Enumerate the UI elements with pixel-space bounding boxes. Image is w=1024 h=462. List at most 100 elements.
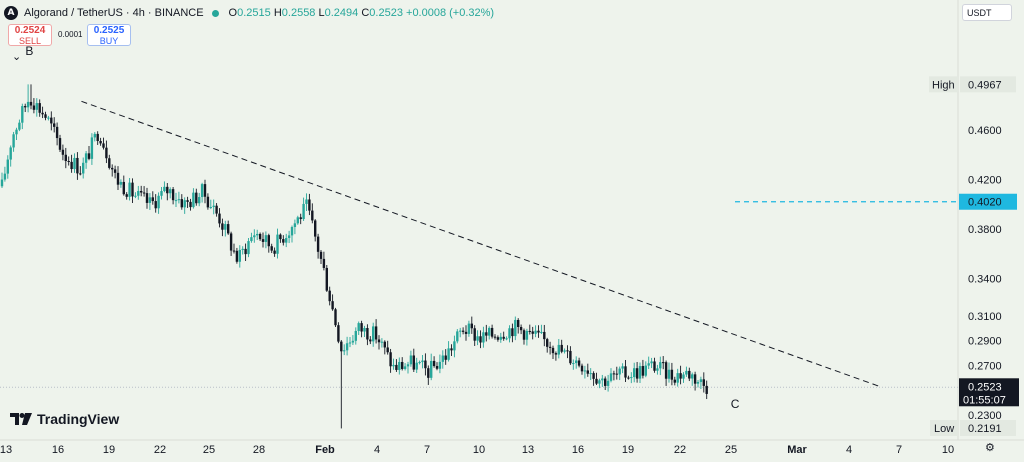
- candle-up: [293, 223, 297, 227]
- candle-down: [615, 373, 618, 375]
- candle-down: [38, 103, 41, 113]
- candle-down: [87, 153, 91, 159]
- candle-up: [644, 365, 647, 376]
- candle-up: [415, 362, 418, 370]
- candle-up: [128, 182, 131, 197]
- candle-down: [479, 336, 482, 343]
- candle-down: [140, 190, 143, 193]
- candle-down: [662, 362, 665, 364]
- candle-up: [606, 380, 610, 386]
- y-tick-label: 0.2700: [968, 360, 1002, 372]
- candle-down: [337, 325, 340, 342]
- x-tick-label: 13: [522, 444, 534, 456]
- candle-down: [519, 326, 523, 331]
- settings-gear-icon[interactable]: ⚙: [985, 441, 995, 454]
- candle-up: [241, 248, 244, 250]
- candle-down: [705, 385, 708, 394]
- candle-up: [685, 370, 688, 375]
- symbol-title[interactable]: Algorand / TetherUS · 4h · BINANCE: [24, 7, 204, 19]
- candle-up: [90, 137, 94, 159]
- candle-up: [540, 331, 543, 333]
- candle-up: [169, 189, 172, 194]
- candle-down: [537, 330, 540, 333]
- candle-down: [470, 323, 473, 329]
- x-tick-label: 13: [0, 444, 12, 456]
- candle-down: [235, 250, 239, 262]
- high-value: 0.2558: [281, 7, 316, 19]
- candle-up: [676, 373, 679, 383]
- candle-up: [403, 366, 407, 369]
- annotation-c: C: [731, 397, 740, 411]
- candle-down: [258, 233, 262, 240]
- high-value-label: 0.4967: [968, 79, 1002, 91]
- candle-down: [76, 157, 79, 174]
- candle-down: [322, 258, 326, 268]
- candle-down: [531, 331, 534, 334]
- x-tick-label: 16: [52, 444, 64, 456]
- x-tick-label: 4: [374, 444, 380, 456]
- candle-down: [53, 123, 56, 127]
- candle-down: [340, 341, 343, 352]
- candle-down: [511, 328, 514, 337]
- candle-down: [624, 366, 627, 378]
- y-tick-label: 0.3100: [968, 311, 1002, 323]
- currency-button[interactable]: USDT: [962, 4, 1012, 21]
- ohlc-values: O0.2515 H0.2558 L0.2494 C0.2523 +0.0008 …: [228, 7, 495, 19]
- candle-down: [517, 319, 520, 327]
- candle-down: [435, 366, 439, 369]
- candle-up: [647, 363, 650, 366]
- candle-down: [229, 233, 233, 251]
- y-tick-label: 0.3800: [968, 224, 1002, 236]
- candle-down: [473, 328, 476, 341]
- candle-up: [514, 319, 517, 337]
- candle-up: [157, 195, 160, 209]
- tradingview-watermark[interactable]: TradingView: [10, 411, 119, 427]
- x-tick-label: 25: [725, 444, 737, 456]
- candle-up: [21, 106, 24, 123]
- candle-up: [398, 361, 401, 370]
- candle-up: [35, 103, 38, 110]
- candle-up: [589, 373, 592, 375]
- candle-down: [389, 352, 392, 367]
- candle-up: [256, 233, 259, 236]
- candle-down: [279, 234, 282, 240]
- candle-up: [354, 330, 357, 341]
- candle-up: [557, 344, 560, 355]
- candle-up: [192, 192, 195, 208]
- candle-down: [113, 169, 117, 173]
- x-tick-label: 19: [622, 444, 634, 456]
- candle-down: [325, 267, 328, 291]
- sell-label: SELL: [18, 36, 42, 46]
- x-tick-label: 22: [674, 444, 686, 456]
- countdown-label: 01:55:07: [963, 394, 1006, 406]
- candle-up: [238, 249, 241, 262]
- candle-down: [316, 236, 320, 252]
- x-tick-label: 10: [942, 444, 954, 456]
- sell-button[interactable]: 0.2524 SELL: [8, 24, 52, 46]
- candle-up: [15, 129, 18, 135]
- collapse-chevron-icon[interactable]: ⌄: [12, 50, 22, 63]
- candle-down: [493, 336, 497, 338]
- low-label-bg: [930, 420, 958, 436]
- candle-down: [299, 217, 302, 220]
- x-tick-label: 16: [572, 444, 584, 456]
- low-value-label: 0.2191: [968, 423, 1002, 435]
- candle-up: [406, 364, 410, 367]
- level-price-label: 0.4020: [968, 197, 1002, 209]
- candle-up: [290, 226, 294, 236]
- candle-down: [653, 361, 656, 371]
- candle-down: [424, 360, 427, 369]
- market-open-dot-icon: [211, 9, 219, 17]
- candle-down: [221, 223, 224, 230]
- candle-up: [212, 205, 215, 208]
- candle-up: [177, 199, 181, 201]
- candle-up: [9, 147, 12, 160]
- candle-down: [61, 149, 65, 155]
- candle-down: [145, 193, 149, 203]
- candle-down: [195, 192, 198, 204]
- candle-up: [418, 362, 421, 364]
- candle-up: [482, 332, 485, 343]
- candle-down: [154, 201, 157, 209]
- buy-button[interactable]: 0.2525 BUY: [87, 24, 131, 46]
